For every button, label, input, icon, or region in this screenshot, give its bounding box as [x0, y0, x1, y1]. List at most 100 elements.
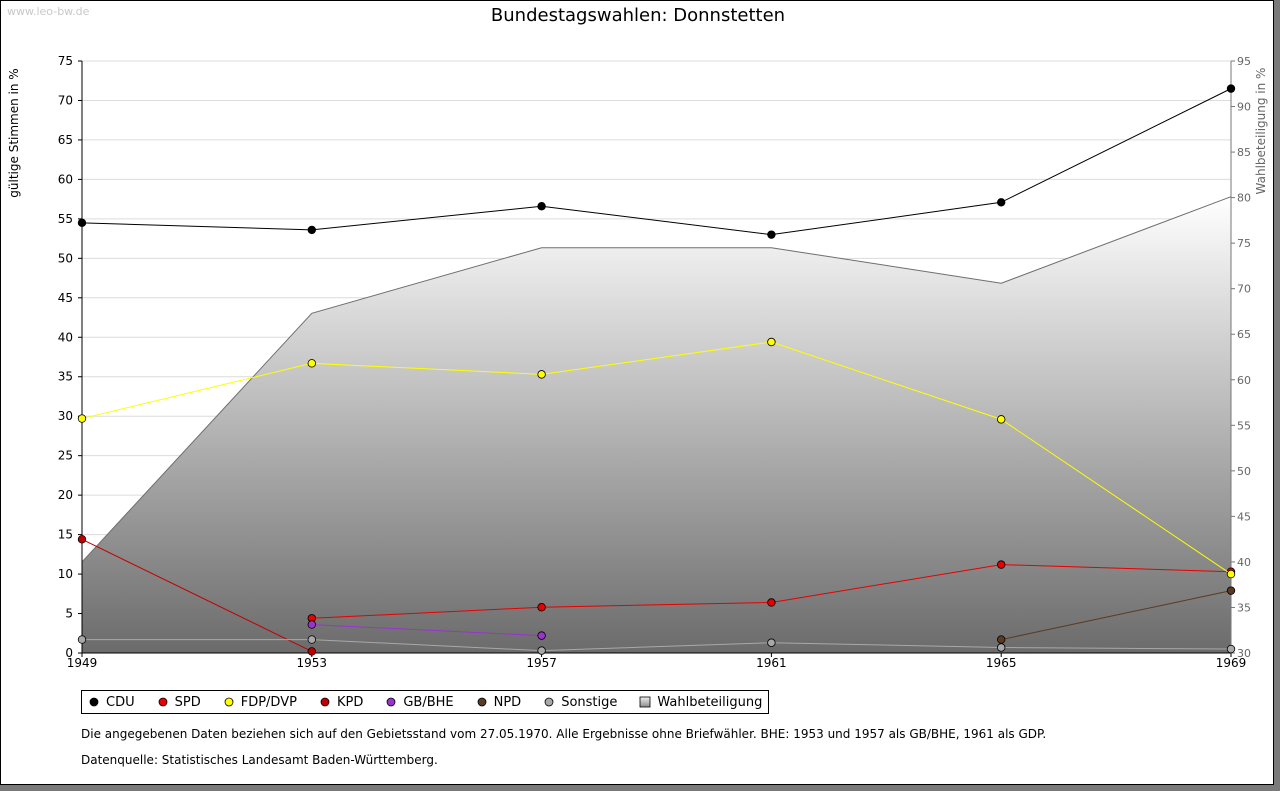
y-tick-label: 70 [58, 93, 73, 107]
legend-swatch [320, 697, 330, 707]
tick-labels: 0 5 10 15 20 25 30 35 40 45 50 55 60 65 70 75 30 35 40 45 50… [58, 54, 1251, 670]
data-point-sonstige [537, 646, 546, 655]
data-point-fdp-dvp [767, 337, 776, 347]
y-tick-label: 75 [58, 54, 73, 68]
legend-swatch [639, 696, 651, 708]
legend-label: GB/BHE [403, 694, 454, 710]
data-point-cdu [77, 218, 87, 228]
data-point-kpd [77, 535, 87, 544]
x-tick-label: 1957 [526, 656, 557, 670]
data-point-fdp-dvp [537, 370, 546, 379]
data-point-fdp-dvp [307, 359, 316, 368]
legend-swatch [89, 697, 99, 707]
data-point-cdu [307, 225, 316, 235]
data-point-kpd [307, 647, 316, 656]
y2-tick-label: 50 [1237, 465, 1251, 478]
y-tick-label: 55 [58, 212, 73, 226]
series-line-sonstige [82, 639, 1232, 652]
legend-label: FDP/DVP [240, 694, 297, 710]
legend-label: SPD [174, 694, 201, 710]
legend-item-kpd: KPD [319, 695, 363, 710]
data-point-cdu [767, 230, 776, 239]
legend-label: Wahlbeteiligung [657, 694, 763, 710]
y-tick-label: 60 [58, 172, 73, 186]
y-axis-label: gültige Stimmen in % [7, 68, 21, 197]
legend-swatch [224, 697, 234, 707]
y-tick-label: 30 [58, 409, 73, 423]
y-tick-label: 25 [58, 449, 73, 463]
y-tick-label: 5 [65, 607, 73, 621]
data-point-sonstige [77, 635, 87, 644]
y-tick-label: 50 [58, 251, 73, 265]
footnote: Die angegebenen Daten beziehen sich auf … [81, 727, 1047, 741]
legend-item-sonstige: Sonstige [543, 695, 617, 710]
data-point-cdu [537, 202, 546, 211]
y2-tick-label: 65 [1237, 328, 1251, 341]
data-point-gb-bhe [537, 631, 546, 640]
y2-tick-label: 45 [1237, 510, 1251, 523]
y2-tick-label: 55 [1237, 419, 1251, 432]
data-point-cdu [1226, 84, 1236, 93]
data-point-fdp-dvp [997, 415, 1006, 424]
data-point-sonstige [997, 643, 1006, 652]
legend-item-gb-bhe: GB/BHE [385, 694, 454, 710]
data-point-fdp-dvp [77, 414, 87, 423]
series-line-kpd [81, 538, 313, 652]
turnout-area [81, 196, 1232, 653]
data-point-sonstige [307, 635, 316, 644]
data-point-sonstige [767, 638, 776, 647]
x-tick-label: 1949 [67, 656, 98, 670]
legend-swatch [477, 697, 487, 707]
y2-tick-label: 95 [1237, 55, 1251, 68]
y2-tick-label: 80 [1237, 192, 1251, 205]
data-point-cdu [997, 198, 1006, 207]
series-line-gb-bhe [311, 624, 542, 637]
chart-title: Bundestagswahlen: Donnstetten [491, 5, 785, 26]
data-point-gb-bhe [307, 620, 316, 629]
series-lines [77, 84, 1236, 656]
x-tick-label: 1953 [297, 656, 328, 670]
legend-swatch [158, 697, 168, 707]
legend-swatch [386, 697, 396, 707]
y2-tick-label: 85 [1237, 146, 1251, 159]
y-tick-label: 0 [65, 646, 73, 660]
x-tick-label: 1961 [756, 656, 787, 670]
y2-tick-label: 30 [1237, 647, 1251, 660]
y-tick-label: 65 [58, 133, 73, 147]
series-line-fdp-dvp [81, 341, 1232, 575]
legend-swatch [544, 697, 554, 707]
watermark: www.leo-bw.de [7, 5, 90, 18]
y-tick-label: 35 [58, 370, 73, 384]
y2-tick-label: 60 [1237, 374, 1251, 387]
data-point-spd [767, 598, 776, 607]
legend-label: KPD [336, 694, 364, 710]
legend-item-fdp-dvp: FDP/DVP [223, 695, 297, 710]
x-tick-label: 1965 [986, 656, 1017, 670]
legend-label: Sonstige [561, 694, 618, 710]
series-line-npd [1001, 590, 1232, 641]
data-source: Datenquelle: Statistisches Landesamt Bad… [81, 753, 438, 767]
data-point-fdp-dvp [1226, 569, 1236, 579]
y-tick-label: 10 [58, 567, 73, 581]
y2-tick-label: 35 [1237, 601, 1251, 614]
y-tick-label: 40 [58, 330, 73, 344]
legend-item-npd: NPD [476, 694, 522, 710]
legend: CDU SPD FDP/DVP KPD GB/BHE NPD Sonstige Wahlbet… [81, 690, 770, 714]
y-tick-label: 15 [58, 528, 73, 542]
axes [78, 60, 1235, 657]
legend-item-wahlbeteiligung: Wahlbeteiligung [639, 695, 762, 710]
legend-item-spd: SPD [157, 695, 201, 710]
legend-label: NPD [493, 694, 522, 710]
legend-item-cdu: CDU [88, 695, 135, 710]
data-point-spd [537, 603, 546, 612]
x-tick-label: 1969 [1216, 656, 1247, 670]
y2-tick-label: 75 [1237, 237, 1251, 250]
turnout-area-fill [82, 196, 1231, 653]
data-point-spd [997, 560, 1006, 569]
series-line-cdu [81, 88, 1232, 236]
data-point-sonstige [1226, 644, 1236, 654]
y-tick-label: 20 [58, 488, 73, 502]
data-point-npd [997, 635, 1006, 644]
